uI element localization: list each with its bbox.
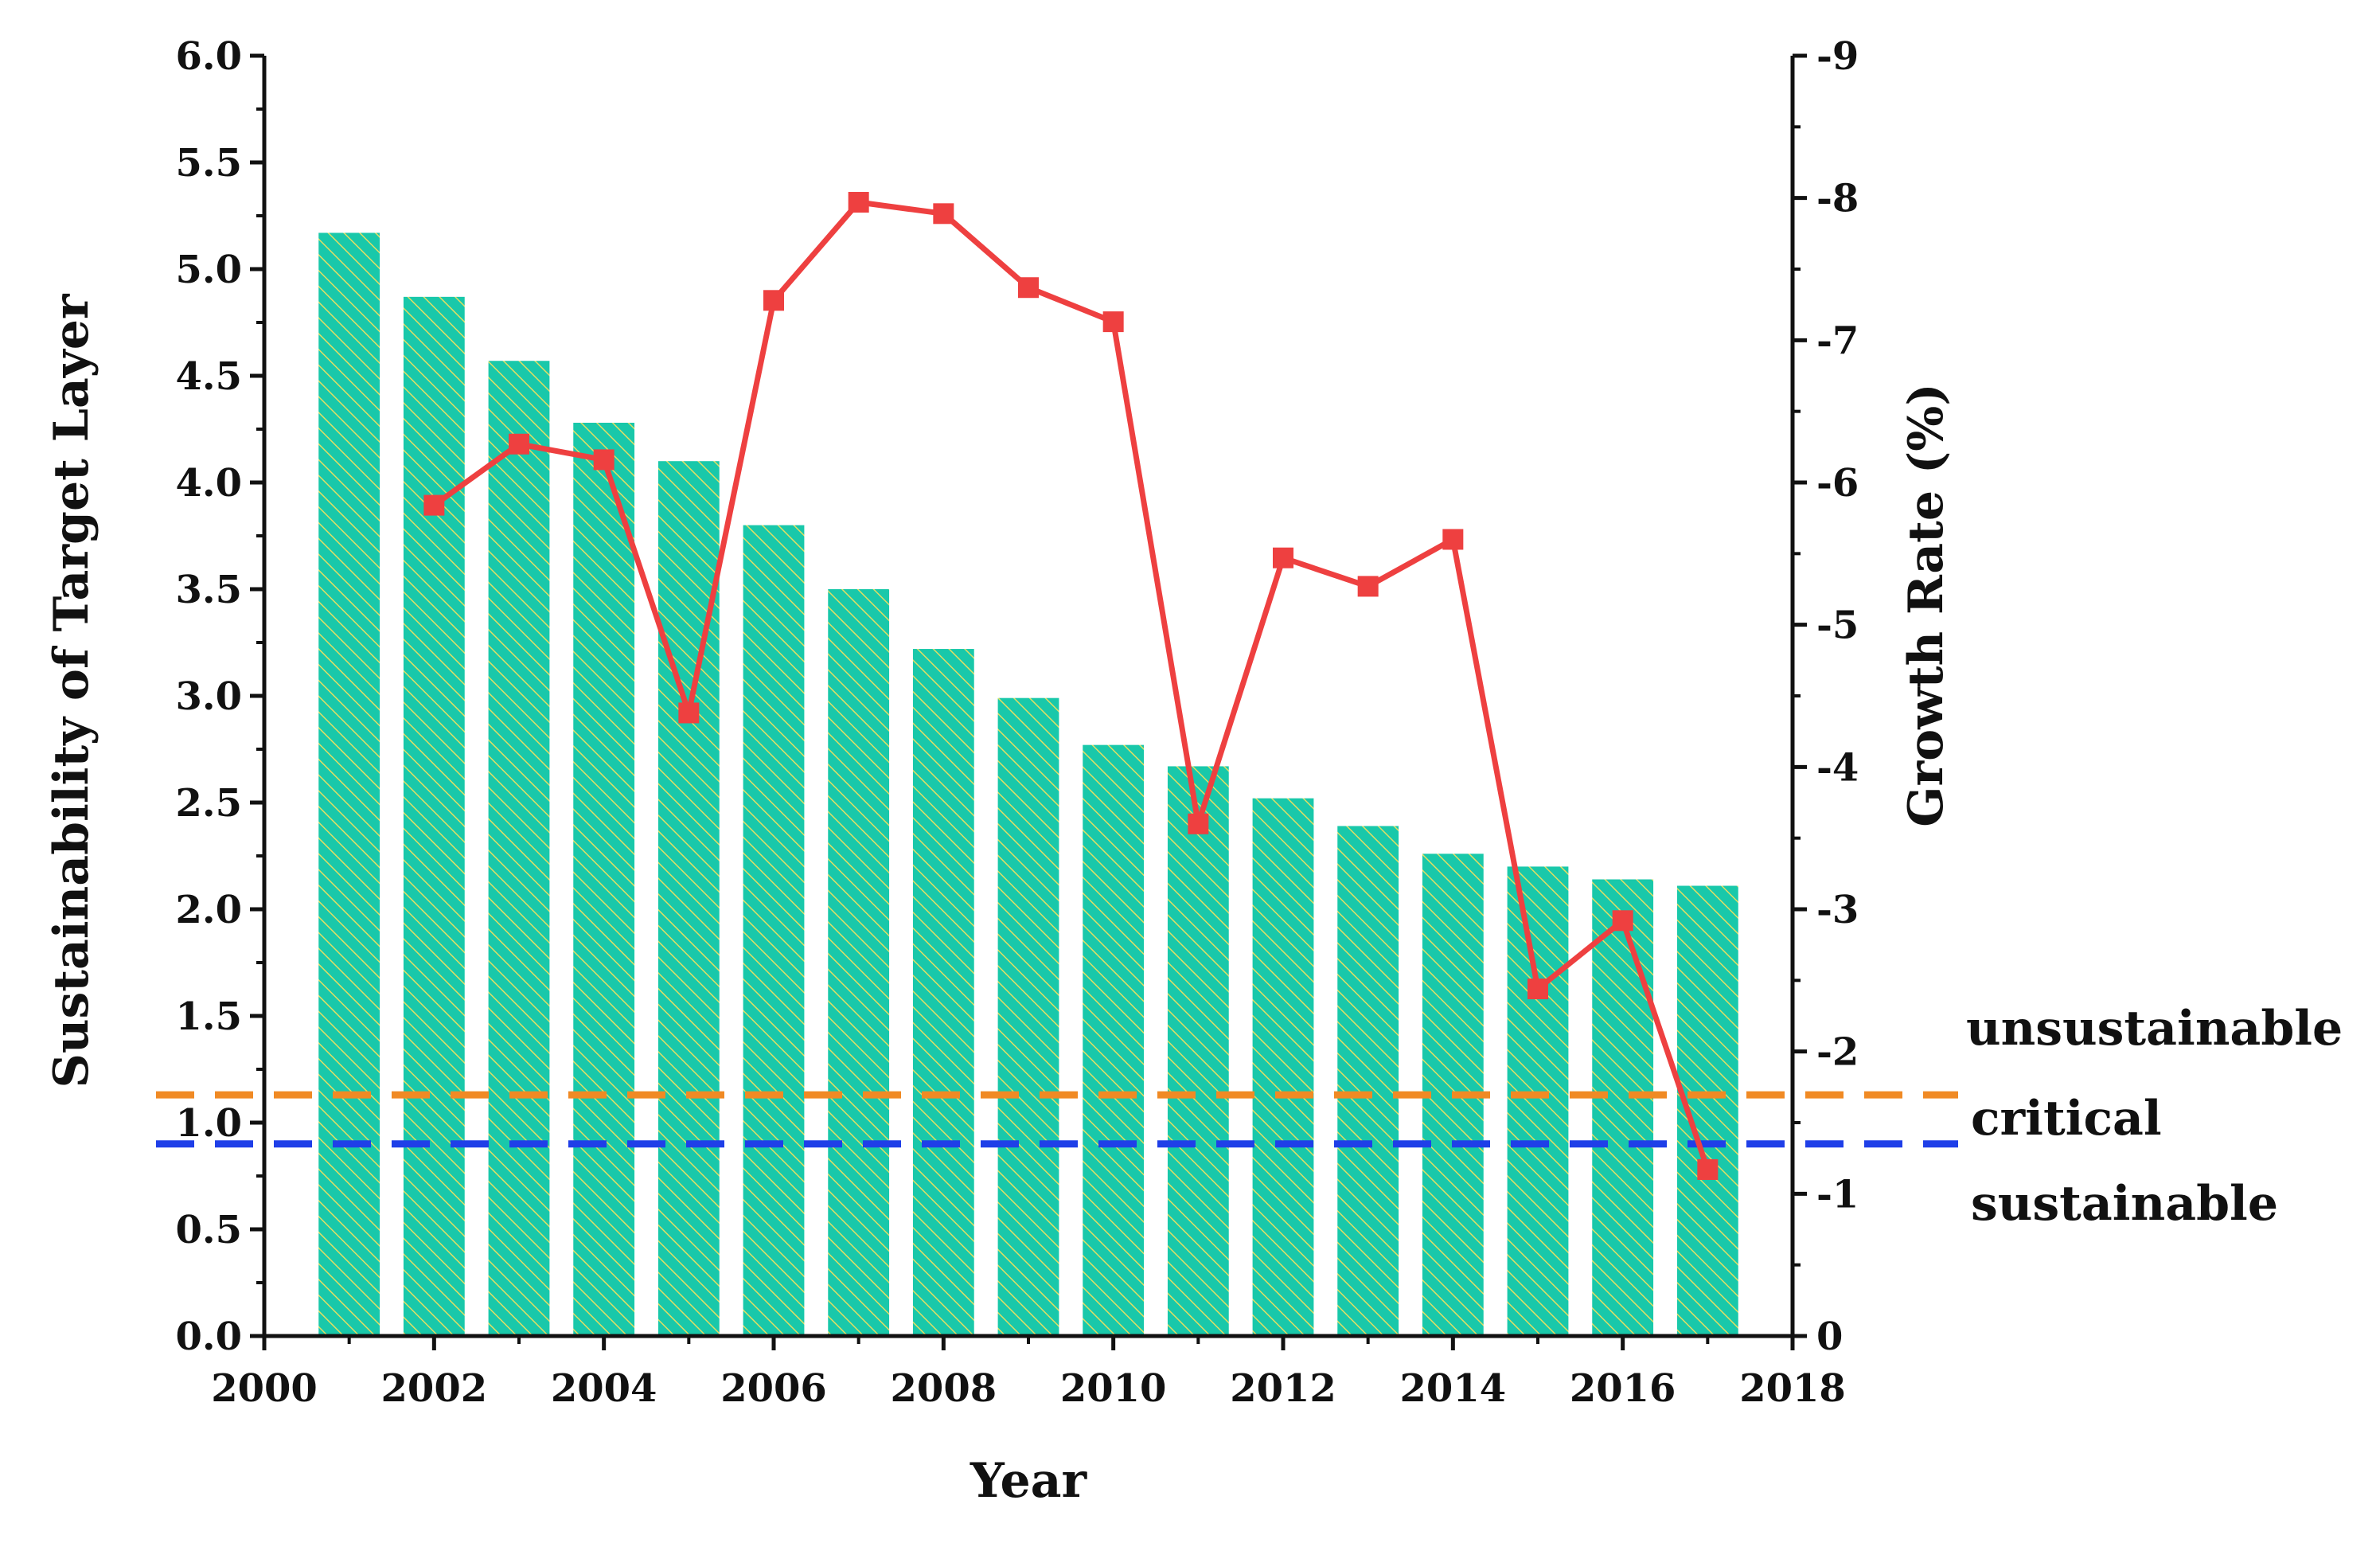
growth-rate-point-2015 bbox=[1527, 979, 1548, 1000]
bar-2005 bbox=[657, 461, 720, 1337]
x-tick-label: 2008 bbox=[891, 1366, 997, 1411]
y-tick-label: 0.0 bbox=[175, 1315, 242, 1359]
bar-2007 bbox=[828, 589, 890, 1336]
bar-2001 bbox=[318, 232, 380, 1337]
zone-label-unsustainable: unsustainable bbox=[1966, 1001, 2343, 1057]
growth-rate-point-2007 bbox=[848, 192, 869, 213]
growth-rate-point-2014 bbox=[1442, 529, 1464, 550]
growth-rate-point-2009 bbox=[1018, 277, 1039, 299]
bar-2010 bbox=[1083, 744, 1145, 1336]
x-tick-label: 2010 bbox=[1060, 1366, 1167, 1411]
bar-2012 bbox=[1252, 798, 1314, 1336]
y2-tick-label: -6 bbox=[1816, 461, 1859, 506]
bar-2013 bbox=[1337, 826, 1399, 1336]
x-tick-label: 2012 bbox=[1230, 1366, 1336, 1411]
y2-tick-label: -1 bbox=[1816, 1172, 1859, 1217]
zone-label-sustainable: sustainable bbox=[1971, 1176, 2278, 1232]
bar-2004 bbox=[573, 422, 635, 1337]
x-tick-label: 2006 bbox=[720, 1366, 827, 1411]
x-tick-label: 2014 bbox=[1400, 1366, 1507, 1411]
growth-rate-point-2012 bbox=[1273, 547, 1293, 568]
growth-rate-point-2006 bbox=[763, 290, 784, 311]
x-tick-label: 2018 bbox=[1739, 1366, 1846, 1411]
growth-rate-line bbox=[432, 199, 1711, 1171]
y2-axis-label: Growth Rate (%) bbox=[1898, 383, 1954, 826]
y-tick-label: 5.5 bbox=[175, 141, 242, 186]
x-tick-label: 2000 bbox=[211, 1366, 318, 1411]
growth-rate-point-2002 bbox=[423, 494, 445, 516]
growth-rate-point-2016 bbox=[1612, 910, 1633, 932]
y-tick-label: 1.0 bbox=[175, 1101, 242, 1146]
y2-tick-label: -7 bbox=[1816, 318, 1859, 363]
bar-2015 bbox=[1507, 866, 1569, 1336]
bar-2002 bbox=[403, 296, 465, 1337]
y2-tick-label: -8 bbox=[1816, 177, 1859, 221]
y-tick-label: 1.5 bbox=[175, 994, 242, 1039]
bar-2003 bbox=[488, 361, 550, 1336]
y-tick-label: 3.5 bbox=[175, 568, 242, 612]
y2-tick-label: 0 bbox=[1816, 1315, 1843, 1359]
zone-label-critical: critical bbox=[1971, 1091, 2162, 1147]
bar-2006 bbox=[743, 525, 805, 1336]
y2-tick-label: -3 bbox=[1816, 888, 1859, 932]
growth-rate-point-2017 bbox=[1697, 1158, 1719, 1180]
x-tick-label: 2002 bbox=[381, 1366, 488, 1411]
y2-tick-label: -4 bbox=[1816, 745, 1859, 790]
x-axis-label: Year bbox=[970, 1453, 1088, 1509]
growth-rate-point-2003 bbox=[509, 433, 529, 455]
growth-rate-point-2005 bbox=[678, 702, 700, 724]
x-tick-label: 2016 bbox=[1570, 1366, 1676, 1411]
growth-rate-point-2011 bbox=[1188, 813, 1209, 834]
y-tick-label: 2.5 bbox=[175, 781, 242, 826]
y2-tick-label: -2 bbox=[1816, 1030, 1859, 1075]
y-tick-label: 6.0 bbox=[175, 34, 242, 79]
bar-2016 bbox=[1592, 879, 1654, 1336]
y-tick-label: 4.0 bbox=[175, 461, 242, 506]
y-tick-label: 5.0 bbox=[175, 248, 242, 292]
growth-rate-point-2008 bbox=[933, 203, 954, 225]
y2-tick-label: -9 bbox=[1816, 34, 1859, 79]
bar-2011 bbox=[1167, 766, 1229, 1336]
bar-2008 bbox=[912, 649, 974, 1336]
y-tick-label: 3.0 bbox=[175, 674, 242, 719]
growth-rate-point-2004 bbox=[593, 449, 615, 471]
y2-tick-label: -5 bbox=[1816, 604, 1859, 648]
y-tick-label: 2.0 bbox=[175, 888, 242, 932]
y-tick-label: 0.5 bbox=[175, 1208, 242, 1252]
y-axis-label: Sustainability of Target Layer bbox=[44, 293, 99, 1088]
growth-rate-point-2013 bbox=[1357, 576, 1379, 597]
growth-rate-point-2010 bbox=[1102, 311, 1124, 333]
bar-2009 bbox=[997, 697, 1059, 1336]
y-tick-label: 4.5 bbox=[175, 354, 242, 399]
x-tick-label: 2004 bbox=[551, 1366, 657, 1411]
